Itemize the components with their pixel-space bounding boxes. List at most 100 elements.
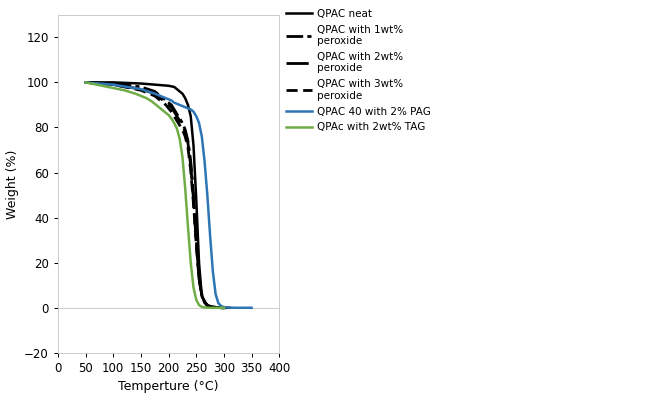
QPAC with 2wt%
peroxide	[168, 105, 175, 110]
QPAC neat	[195, 260, 203, 265]
QPAC neat	[184, 103, 192, 107]
QPAC with 2wt%
peroxide	[184, 141, 192, 146]
Y-axis label: Weight (%): Weight (%)	[6, 149, 18, 219]
QPAC with 3wt%
peroxide	[173, 119, 181, 123]
QPAc with 2wt% TAG	[121, 88, 128, 93]
QPAC with 1wt%
peroxide	[220, 305, 228, 310]
QPAC with 1wt%
peroxide	[181, 127, 189, 132]
QPAC 40 with 2% PAG	[220, 305, 228, 310]
QPAC with 3wt%
peroxide	[201, 300, 209, 304]
QPAC with 1wt%
peroxide	[184, 138, 192, 143]
QPAc with 2wt% TAG	[154, 104, 162, 109]
Line: QPAC neat: QPAC neat	[85, 82, 230, 308]
QPAC with 2wt%
peroxide	[181, 130, 189, 134]
QPAC 40 with 2% PAG	[184, 106, 192, 111]
QPAC with 1wt%
peroxide	[198, 292, 206, 296]
QPAC with 1wt%
peroxide	[137, 85, 145, 89]
QPAC neat	[137, 81, 145, 86]
QPAC 40 with 2% PAG	[170, 100, 178, 105]
QPAC neat	[220, 305, 228, 310]
QPAC with 1wt%
peroxide	[187, 159, 195, 164]
QPAC with 2wt%
peroxide	[165, 103, 173, 107]
QPAC 40 with 2% PAG	[223, 305, 231, 310]
QPAC 40 with 2% PAG	[82, 80, 89, 85]
QPAC with 1wt%
peroxide	[192, 238, 200, 243]
QPAC with 3wt%
peroxide	[137, 88, 145, 93]
X-axis label: Temperture (°C): Temperture (°C)	[119, 380, 219, 393]
Line: QPAC with 2wt%
peroxide: QPAC with 2wt% peroxide	[85, 82, 230, 308]
QPAC neat	[173, 87, 181, 91]
QPAC with 3wt%
peroxide	[212, 305, 220, 310]
QPAC with 1wt%
peroxide	[170, 107, 178, 112]
QPAc with 2wt% TAG	[220, 305, 228, 310]
QPAC with 3wt%
peroxide	[165, 106, 173, 111]
QPAc with 2wt% TAG	[162, 111, 170, 115]
QPAc with 2wt% TAG	[209, 305, 216, 310]
QPAC with 3wt%
peroxide	[156, 98, 164, 103]
QPAC neat	[192, 197, 200, 202]
QPAC with 1wt%
peroxide	[110, 81, 117, 86]
QPAC with 1wt%
peroxide	[195, 274, 203, 279]
QPAC 40 with 2% PAG	[137, 87, 145, 91]
QPAC 40 with 2% PAG	[217, 304, 225, 308]
QPAC with 2wt%
peroxide	[170, 109, 178, 114]
QPAC with 3wt%
peroxide	[190, 202, 198, 207]
QPAC with 3wt%
peroxide	[176, 123, 184, 128]
QPAC 40 with 2% PAG	[190, 109, 198, 114]
QPAC 40 with 2% PAG	[226, 305, 233, 310]
Line: QPAc with 2wt% TAG: QPAc with 2wt% TAG	[85, 82, 224, 308]
QPAc with 2wt% TAG	[212, 305, 220, 310]
QPAC with 3wt%
peroxide	[170, 114, 178, 119]
QPAc with 2wt% TAG	[148, 99, 156, 104]
QPAC 40 with 2% PAG	[212, 292, 220, 296]
QPAC with 3wt%
peroxide	[217, 305, 225, 310]
QPAc with 2wt% TAG	[184, 224, 192, 229]
QPAC neat	[215, 305, 222, 310]
Legend: QPAC neat, QPAC with 1wt%
peroxide, QPAC with 2wt%
peroxide, QPAC with 3wt%
pero: QPAC neat, QPAC with 1wt% peroxide, QPAC…	[282, 5, 435, 136]
QPAc with 2wt% TAG	[192, 298, 200, 302]
QPAC with 2wt%
peroxide	[226, 305, 233, 310]
QPAC with 3wt%
peroxide	[184, 145, 192, 150]
QPAC with 1wt%
peroxide	[215, 305, 222, 310]
QPAC 40 with 2% PAG	[192, 114, 200, 119]
QPAC neat	[187, 114, 195, 119]
QPAC 40 with 2% PAG	[201, 159, 209, 164]
QPAc with 2wt% TAG	[198, 304, 206, 309]
QPAC 40 with 2% PAG	[231, 305, 239, 310]
QPAC neat	[151, 82, 158, 87]
QPAC neat	[181, 96, 189, 101]
QPAC with 2wt%
peroxide	[215, 305, 222, 310]
QPAc with 2wt% TAG	[168, 116, 175, 121]
QPAC with 1wt%
peroxide	[173, 112, 181, 117]
QPAC 40 with 2% PAG	[203, 193, 211, 198]
QPAC 40 with 2% PAG	[173, 101, 181, 106]
QPAC neat	[209, 305, 216, 310]
QPAc with 2wt% TAG	[165, 113, 173, 117]
QPAC with 1wt%
peroxide	[209, 305, 216, 310]
QPAC neat	[165, 83, 173, 88]
QPAC with 1wt%
peroxide	[159, 96, 167, 101]
QPAC with 2wt%
peroxide	[179, 123, 186, 128]
QPAc with 2wt% TAG	[215, 305, 222, 310]
QPAC with 1wt%
peroxide	[226, 305, 233, 310]
QPAC 40 with 2% PAG	[162, 96, 170, 101]
QPAC with 2wt%
peroxide	[190, 197, 198, 202]
QPAC neat	[179, 91, 186, 96]
QPAC neat	[170, 85, 178, 89]
QPAC with 3wt%
peroxide	[168, 109, 175, 114]
QPAc with 2wt% TAG	[176, 136, 184, 141]
QPAC neat	[110, 80, 117, 85]
QPAC with 1wt%
peroxide	[165, 100, 173, 105]
QPAC with 2wt%
peroxide	[173, 114, 181, 119]
QPAC with 2wt%
peroxide	[192, 240, 200, 245]
QPAC with 3wt%
peroxide	[192, 242, 200, 247]
QPAC with 2wt%
peroxide	[176, 119, 184, 123]
QPAC with 3wt%
peroxide	[195, 276, 203, 281]
QPAC 40 with 2% PAG	[187, 107, 195, 112]
QPAc with 2wt% TAG	[98, 83, 106, 88]
QPAc with 2wt% TAG	[132, 91, 140, 96]
QPAC 40 with 2% PAG	[195, 120, 203, 125]
QPAC 40 with 2% PAG	[181, 105, 189, 110]
QPAc with 2wt% TAG	[170, 120, 178, 125]
QPAC with 3wt%
peroxide	[215, 305, 222, 310]
